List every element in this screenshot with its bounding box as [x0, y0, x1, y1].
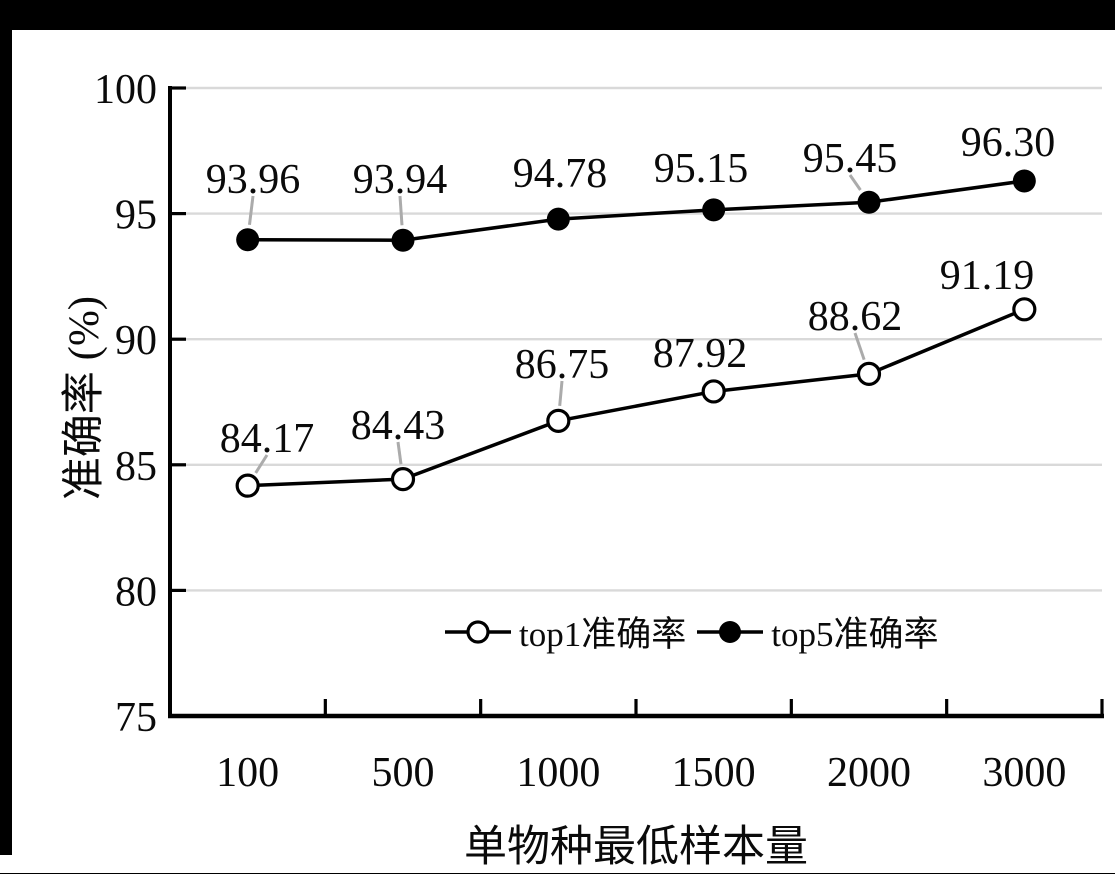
label-leader-line — [398, 195, 404, 226]
x-tick-label: 100 — [216, 750, 279, 796]
legend-label-top5: top5准确率 — [771, 615, 939, 654]
legend-item-top5: top5准确率 — [696, 606, 938, 657]
data-label-top1准确率-500: 84.43 — [351, 403, 446, 449]
label-leader-line — [254, 454, 269, 474]
x-tick-label: 2000 — [827, 750, 911, 796]
y-tick-label: 80 — [115, 569, 157, 615]
data-label-top1准确率-2000: 88.62 — [808, 294, 903, 340]
series-line-top5准确率 — [247, 179, 1025, 242]
chart-panel-notch — [0, 855, 12, 873]
data-label-top1准确率-1000: 86.75 — [515, 342, 610, 388]
label-leader-line — [848, 174, 862, 191]
data-point-top5准确率-100 — [236, 228, 260, 252]
data-point-top5准确率-2000 — [857, 190, 881, 214]
data-point-top1准确率-1500 — [701, 379, 726, 404]
data-label-top5准确率-1500: 95.15 — [654, 146, 749, 192]
y-tick-label: 100 — [94, 67, 157, 113]
legend-marker-open-circle — [445, 619, 511, 644]
y-tick-label: 90 — [115, 318, 157, 364]
data-point-top1准确率-1000 — [546, 408, 571, 433]
data-label-top1准确率-100: 84.17 — [220, 416, 315, 462]
data-point-top5准确率-3000 — [1012, 169, 1036, 193]
series-line-top1准确率 — [247, 307, 1026, 488]
data-point-top5准确率-1000 — [546, 207, 570, 231]
legend-label-top1: top1准确率 — [519, 615, 687, 654]
label-leader-line — [396, 441, 403, 465]
data-point-top1准确率-3000 — [1012, 297, 1037, 322]
x-tick-label: 500 — [372, 750, 435, 796]
legend: top1准确率 top5准确率 — [444, 606, 938, 657]
label-leader-line — [853, 332, 866, 361]
label-leader-line — [247, 195, 255, 226]
y-axis-title: 准确率 (%) — [61, 295, 108, 501]
x-tick-label: 1500 — [672, 750, 756, 796]
x-tick-label: 1000 — [516, 750, 600, 796]
x-axis-title: 单物种最低样本量 — [464, 824, 808, 871]
legend-marker-filled-circle — [697, 620, 764, 643]
chart-panel — [12, 30, 1115, 873]
data-label-top5准确率-2000: 95.45 — [803, 136, 898, 182]
legend-item-top1: top1准确率 — [444, 606, 686, 657]
label-leader-line — [558, 380, 564, 407]
x-tick-label: 3000 — [982, 750, 1066, 796]
data-label-top5准确率-100: 93.96 — [206, 157, 301, 203]
y-tick-label: 75 — [115, 695, 157, 741]
data-label-top5准确率-1000: 94.78 — [513, 151, 608, 197]
data-label-top1准确率-3000: 91.19 — [940, 253, 1035, 299]
data-point-top5准确率-500 — [391, 228, 415, 252]
data-point-top1准确率-500 — [390, 467, 416, 492]
data-point-top5准确率-1500 — [702, 198, 726, 222]
y-tick-label: 95 — [115, 193, 157, 239]
data-label-top5准确率-3000: 96.30 — [961, 120, 1056, 166]
data-label-top5准确率-500: 93.94 — [353, 157, 448, 203]
data-point-top1准确率-100 — [235, 473, 260, 498]
y-tick-label: 85 — [115, 444, 157, 490]
data-point-top1准确率-2000 — [856, 361, 882, 386]
data-label-top1准确率-1500: 87.92 — [653, 331, 748, 377]
